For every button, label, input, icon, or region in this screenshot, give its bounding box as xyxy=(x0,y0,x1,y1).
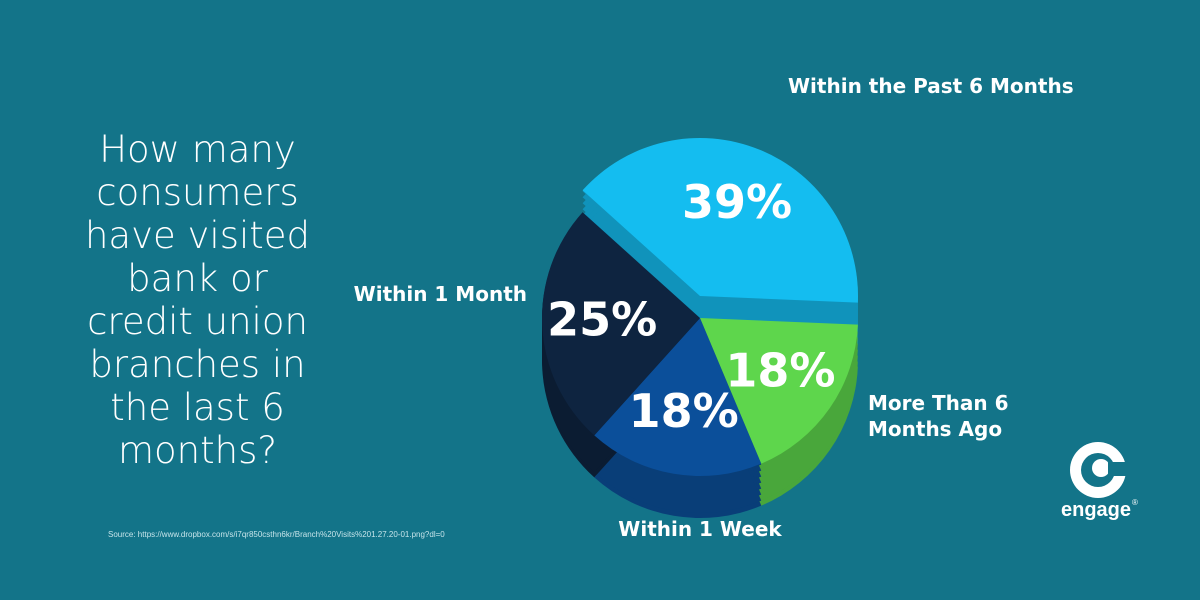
category-label: Within 1 Month xyxy=(354,282,527,306)
logo-icon xyxy=(1070,442,1130,498)
category-label: Within the Past 6 Months xyxy=(788,74,1074,98)
slice-value-label: 39% xyxy=(682,175,792,229)
slice xyxy=(542,212,700,436)
slice xyxy=(594,318,762,477)
chart-title: How many consumers have visited bank or … xyxy=(84,128,311,472)
slice xyxy=(582,138,858,303)
slice xyxy=(700,318,858,464)
slice-value-label: 25% xyxy=(547,293,657,347)
source-note: Source: https://www.dropbox.com/s/i7qr85… xyxy=(108,530,445,539)
logo-mark: ® xyxy=(1132,498,1138,507)
category-label: Within 1 Week xyxy=(618,517,782,541)
slice-value-label: 18% xyxy=(725,343,835,397)
slice-value-label: 18% xyxy=(629,384,739,438)
logo-text: engage xyxy=(1061,499,1131,521)
slices xyxy=(542,138,858,477)
category-label: More Than 6 Months Ago xyxy=(868,391,1009,441)
